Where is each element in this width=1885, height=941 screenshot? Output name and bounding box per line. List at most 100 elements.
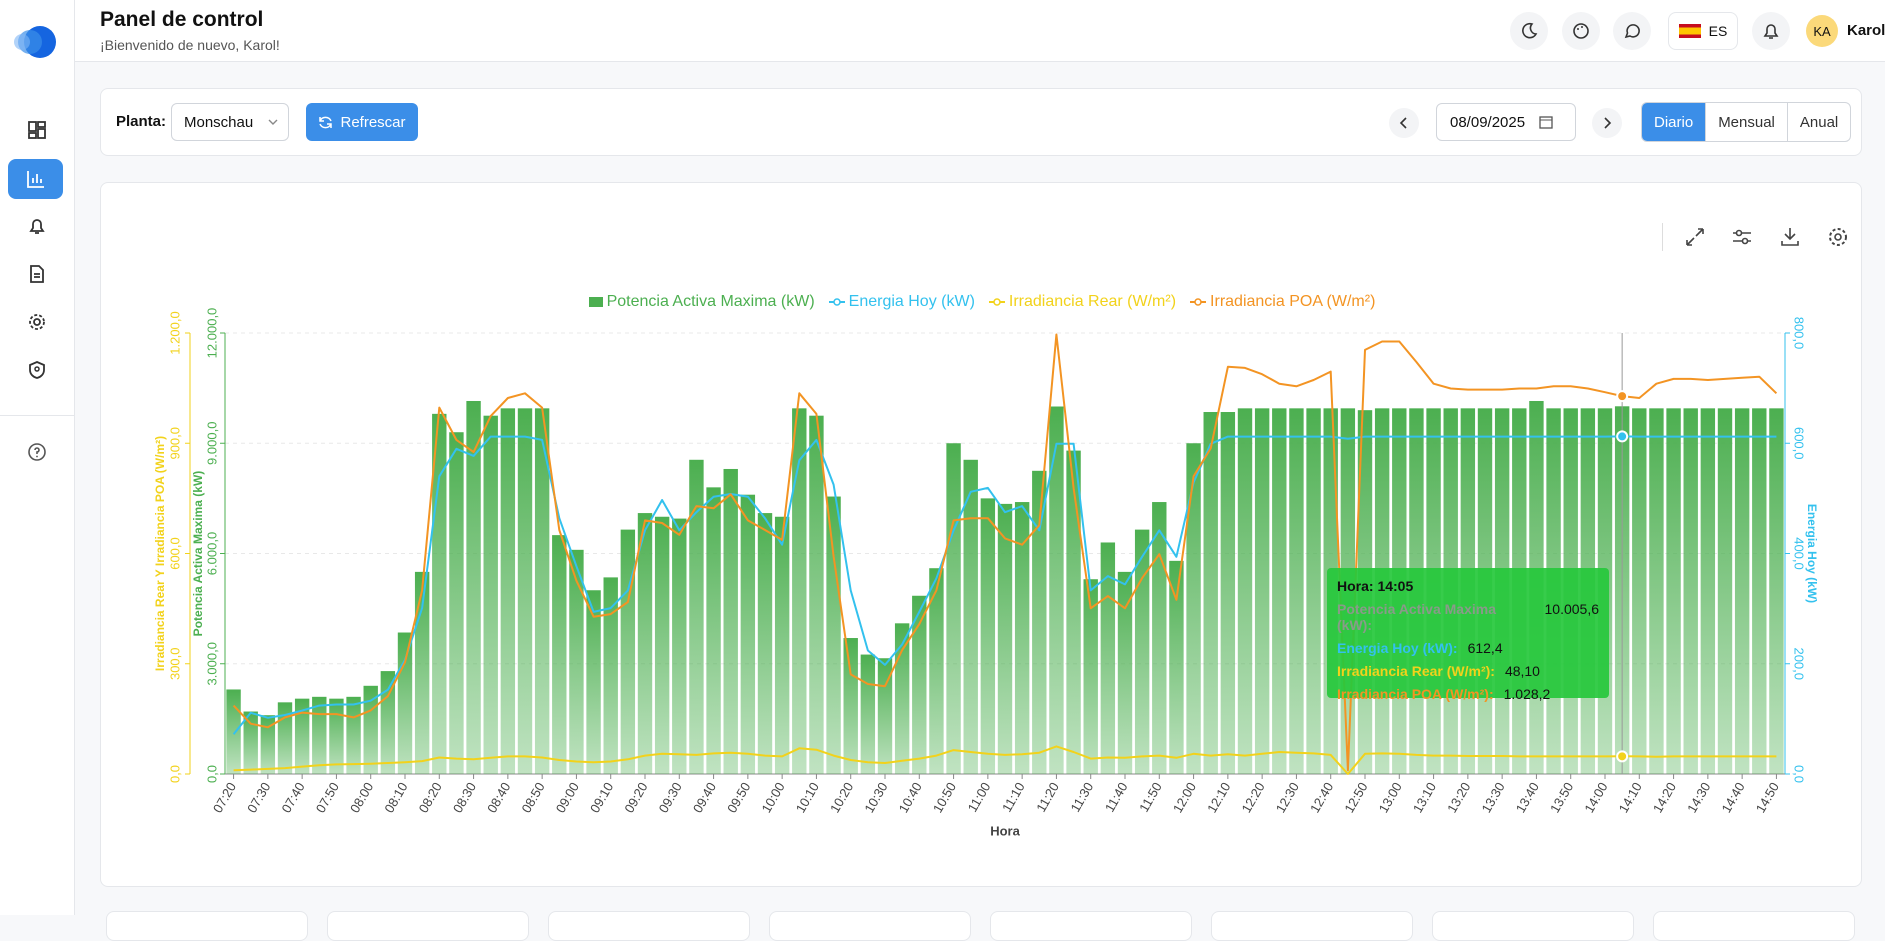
logo[interactable] (12, 20, 58, 64)
chart: 0,0 3.000,0 6.000,0 9.000,0 12.000,0 Potencia… (153, 308, 1819, 839)
bar (517, 408, 533, 774)
tooltip-value: 10.005,6 (1544, 601, 1600, 617)
bar (1700, 408, 1716, 774)
x-tick-label: 09:50 (724, 780, 753, 816)
y-tick-label: 0,0 (167, 765, 182, 783)
bar (1717, 408, 1733, 774)
legend-item: Energia Hoy (kW) (828, 293, 975, 311)
avatar[interactable]: KA (1806, 15, 1838, 47)
x-tick-label: 07:40 (278, 780, 307, 816)
legend-swatch (832, 298, 841, 306)
bar (312, 696, 327, 774)
bar (1083, 579, 1098, 774)
x-tick-label: 08:10 (381, 780, 410, 816)
palette-button[interactable] (1562, 12, 1600, 50)
bar (586, 590, 601, 774)
tooltip-title: Hora: 14:05 (1337, 578, 1414, 594)
download-icon[interactable] (1781, 228, 1799, 246)
bar (243, 711, 258, 774)
x-tick-label: 10:10 (793, 780, 822, 816)
summary-card (769, 911, 971, 941)
tooltip-label: Irradiancia POA (W/m²): (1337, 686, 1494, 702)
plant: Monschau (184, 113, 254, 131)
prev-date[interactable] (1389, 108, 1419, 138)
tooltip-value: 48,10 (1504, 663, 1540, 679)
icon (26, 171, 44, 188)
icon (29, 361, 45, 379)
icon (28, 443, 46, 461)
filter-icon[interactable] (1733, 229, 1751, 245)
theme-button[interactable] (1510, 12, 1548, 50)
x-tick-label: 13:40 (1513, 780, 1542, 816)
icon (28, 121, 46, 139)
language-button[interactable]: ES (1668, 12, 1738, 50)
bar (1254, 408, 1270, 774)
plant-select[interactable]: Monschau (171, 103, 289, 141)
period-button[interactable]: Anual (1786, 103, 1850, 141)
x-tick-label: 12:30 (1273, 780, 1302, 816)
y-tick-label: 600,0 (167, 537, 182, 570)
bar (1169, 560, 1184, 774)
refresh-label: Refrescar (340, 113, 406, 131)
summary-card (327, 911, 529, 941)
chevron (268, 119, 278, 125)
y-tick-label: 3.000,0 (204, 642, 219, 685)
x-tick-label: 13:20 (1444, 780, 1473, 816)
x-tick-label: 10:20 (827, 780, 856, 816)
x-tick-label: 11:40 (1102, 780, 1131, 815)
bar (809, 415, 824, 774)
x-tick-label: 09:30 (656, 780, 685, 816)
bar (912, 595, 927, 774)
next-date[interactable] (1592, 108, 1622, 138)
nav-help[interactable] (20, 435, 54, 469)
series-line (232, 333, 1778, 772)
bar (1649, 408, 1664, 774)
period-button[interactable]: Mensual (1705, 103, 1787, 141)
x-tick-label: 12:00 (1170, 780, 1199, 816)
x-axis-title: Hora (990, 823, 1020, 838)
date-picker[interactable]: 08/09/2025 (1436, 103, 1576, 141)
nav-charts[interactable] (8, 159, 63, 199)
divider (1662, 223, 1663, 251)
y-tick-label: 900,0 (167, 427, 182, 460)
plant-label: Planta: (116, 113, 167, 130)
x-tick-label: 07:20 (210, 780, 239, 816)
nav-reports[interactable] (20, 257, 54, 291)
legend-swatch (1194, 298, 1202, 306)
icon (1624, 24, 1640, 39)
bar (689, 459, 704, 774)
bar (603, 577, 618, 774)
nav-security[interactable] (20, 353, 54, 387)
bar (1752, 408, 1767, 774)
y-tick-label: 300,0 (167, 647, 182, 680)
y-tick-label: 400,0 (1792, 537, 1807, 570)
x-tick-label: 10:50 (930, 780, 959, 816)
bar (1666, 408, 1681, 774)
bar (637, 513, 653, 774)
nav-settings[interactable] (20, 305, 54, 339)
bar (774, 516, 790, 774)
refresh-button[interactable]: Refrescar (306, 103, 418, 141)
user-name: Karol (1847, 22, 1885, 39)
chat-button[interactable] (1613, 12, 1651, 50)
nav-alerts[interactable] (20, 209, 54, 243)
fullscreen-icon[interactable] (1686, 228, 1704, 246)
nav-dashboard[interactable] (20, 113, 54, 147)
x-tick-label: 07:50 (313, 780, 342, 816)
bar (757, 513, 773, 774)
icon (319, 116, 333, 128)
legend-marker (828, 298, 845, 306)
bar (1306, 408, 1321, 774)
legend: Potencia Activa Maxima (kW) Energia Hoy (… (101, 293, 1863, 311)
x-tick-label: 14:20 (1650, 780, 1679, 816)
bar (1049, 406, 1064, 774)
bar (449, 432, 464, 774)
notifications-button[interactable] (1752, 12, 1790, 50)
language: ES (1708, 23, 1728, 39)
bar (1734, 408, 1750, 774)
period-button[interactable]: Diario (1642, 103, 1706, 141)
settings-icon[interactable] (1829, 228, 1847, 246)
page-subtitle: ¡Bienvenido de nuevo, Karol! (100, 37, 280, 53)
bar (414, 571, 430, 774)
